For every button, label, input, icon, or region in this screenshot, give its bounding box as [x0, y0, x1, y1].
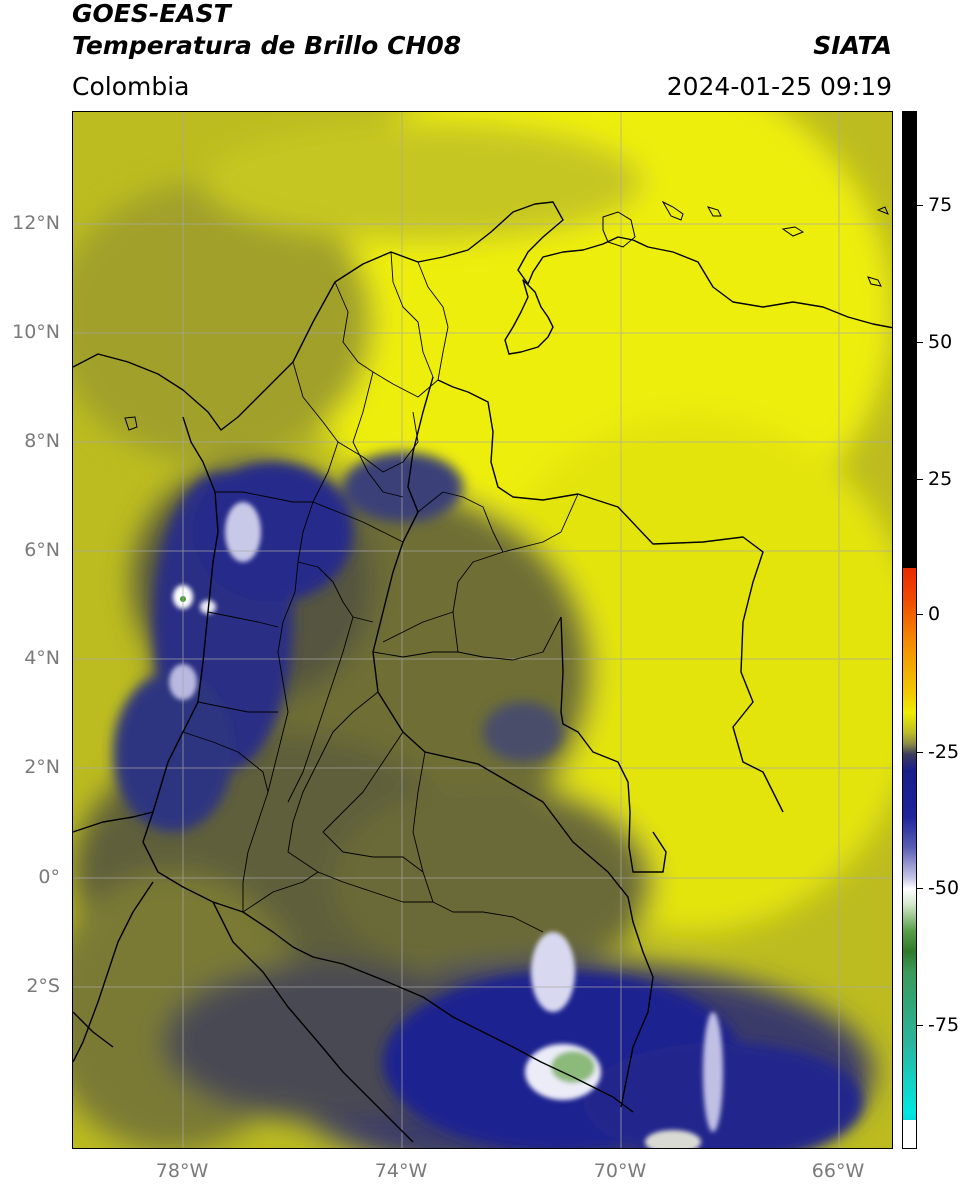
colorbar-label-50: 50 [928, 331, 953, 353]
colorbar-label-75: 75 [928, 194, 953, 216]
map-canvas [73, 112, 892, 1148]
colorbar-label-m75: -75 [928, 1014, 960, 1036]
satellite-map [72, 111, 893, 1149]
colorbar [902, 111, 917, 1149]
lon-label-70w: 70°W [593, 1160, 647, 1182]
colorbar-label-0: 0 [928, 603, 941, 625]
datetime-label: 2024-01-25 09:19 [666, 72, 892, 101]
colorbar-tick-m75 [917, 1025, 923, 1026]
department-borders [182, 251, 579, 933]
lon-label-74w: 74°W [374, 1160, 428, 1182]
lat-label-8n: 8°N [24, 430, 60, 452]
organization-label: SIATA [813, 31, 892, 60]
colorbar-tick-m25 [917, 752, 923, 753]
lat-label-4n: 4°N [24, 647, 60, 669]
lat-label-2s: 2°S [26, 975, 60, 997]
colorbar-label-25: 25 [928, 468, 953, 490]
colorbar-tick-0 [917, 614, 923, 615]
lat-label-6n: 6°N [24, 539, 60, 561]
islands [124, 200, 889, 431]
colorbar-label-m50: -50 [928, 877, 960, 899]
lon-label-66w: 66°W [811, 1160, 865, 1182]
graticule [73, 112, 892, 1148]
colorbar-tick-25 [917, 479, 923, 480]
colorbar-label-m25: -25 [928, 741, 960, 763]
colorbar-tick-75 [917, 205, 923, 206]
lat-label-10n: 10°N [12, 321, 60, 343]
product-title: Temperatura de Brillo CH08 [72, 31, 462, 60]
colorbar-tick-m50 [917, 888, 923, 889]
region-label: Colombia [72, 72, 190, 101]
colorbar-tick-50 [917, 342, 923, 343]
lon-label-78w: 78°W [155, 1160, 209, 1182]
satellite-title: GOES-EAST [72, 0, 231, 28]
lat-label-0: 0° [38, 866, 60, 888]
lat-label-2n: 2°N [24, 756, 60, 778]
lat-label-12n: 12°N [12, 212, 60, 234]
